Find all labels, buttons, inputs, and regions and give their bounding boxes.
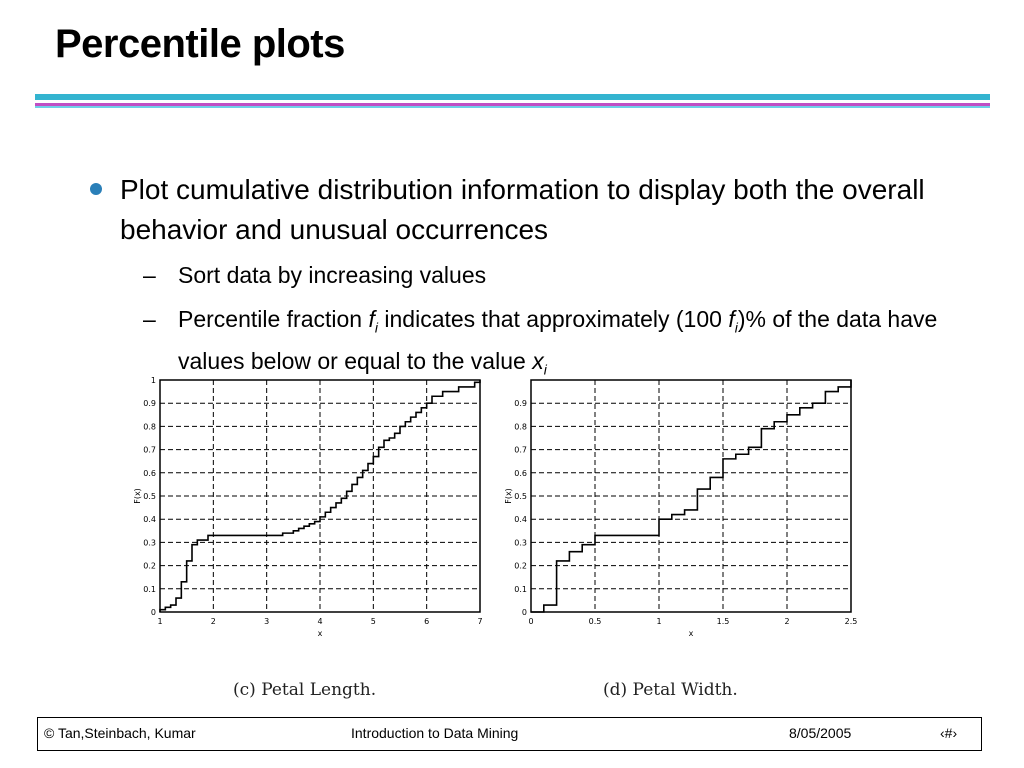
- footer-course-title: Introduction to Data Mining: [351, 725, 519, 741]
- slide-footer: © Tan,Steinbach, Kumar Introduction to D…: [37, 717, 982, 751]
- sub-bullet-percentile: Percentile fraction fi indicates that ap…: [178, 306, 938, 378]
- x-tick-label: 1: [157, 617, 162, 626]
- y-tick-label: 0.7: [514, 446, 527, 455]
- y-tick-label: 0: [522, 608, 527, 617]
- x-tick-label: 4: [317, 617, 322, 626]
- footer-copyright: © Tan,Steinbach, Kumar: [44, 725, 196, 741]
- x-axis-label: x: [689, 629, 694, 638]
- y-tick-label: 0.5: [143, 492, 156, 501]
- cdf-step-line: [159, 380, 481, 612]
- footer-date: 8/05/2005: [789, 725, 852, 741]
- y-tick-label: 0.8: [514, 422, 527, 431]
- title-rule-light: [35, 106, 990, 108]
- y-tick-label: 1: [151, 376, 156, 385]
- x-tick-label: 3: [264, 617, 269, 626]
- x-tick-label: 0: [528, 617, 533, 626]
- title-rule-gap: [35, 100, 990, 103]
- y-tick-label: 0.6: [514, 469, 527, 478]
- sub-bullet-dash: –: [143, 262, 156, 288]
- petal-width-cdf-chart: 0 0.5 1 1.5 2 2.5 0 0.1 0.2 0.3 0.4 0.5 0.6 0.7 0.8 0.9…: [505, 379, 858, 638]
- slide-title: Percentile plots: [55, 22, 345, 66]
- y-tick-label: 0.4: [514, 515, 527, 524]
- caption-petal-width: (d) Petal Width.: [603, 680, 738, 700]
- x-tick-label: 7: [477, 617, 482, 626]
- x-tick-label: 1.5: [717, 617, 730, 626]
- x-tick-label: 2.5: [845, 617, 858, 626]
- y-tick-label: 0.8: [143, 422, 156, 431]
- caption-petal-length: (c) Petal Length.: [233, 680, 377, 700]
- x-tick-label: 6: [424, 617, 429, 626]
- y-tick-label: 0.3: [514, 538, 527, 547]
- y-tick-label: 0.5: [514, 492, 527, 501]
- y-tick-label: 0.4: [143, 515, 156, 524]
- x-tick-label: 2: [784, 617, 789, 626]
- bullet-dot-icon: [90, 183, 102, 195]
- plot-frame: [530, 379, 852, 613]
- sub-bullet-dash: –: [143, 306, 156, 332]
- y-tick-label: 0.1: [514, 585, 527, 594]
- title-rule-cyan: [35, 94, 990, 100]
- x-tick-label: 5: [371, 617, 376, 626]
- x-tick-label: 1: [656, 617, 661, 626]
- main-bullet-text: Plot cumulative distribution information…: [120, 174, 925, 245]
- y-tick-label: 0.1: [143, 585, 156, 594]
- y-tick-label: 0.9: [514, 399, 527, 408]
- petal-length-cdf-chart: 1 2 3 4 5 6 7 0 0.1 0.2 0.3 0.4 0.5 0.6 0.7 0.8 0.9 1 x F(x…: [133, 376, 483, 638]
- y-tick-label: 0.2: [143, 562, 156, 571]
- y-tick-label: 0: [151, 608, 156, 617]
- y-axis-label: F(x): [505, 488, 513, 504]
- cdf-step-line: [531, 380, 852, 613]
- x-axis-label: x: [318, 629, 323, 638]
- title-rule-magenta: [35, 103, 990, 106]
- x-tick-label: 2: [211, 617, 216, 626]
- sub-bullet-sort: Sort data by increasing values: [178, 262, 487, 288]
- y-tick-label: 0.9: [143, 399, 156, 408]
- plot-frame: [159, 379, 481, 613]
- y-tick-label: 0.6: [143, 469, 156, 478]
- x-tick-label: 0.5: [589, 617, 602, 626]
- y-tick-label: 0.3: [143, 538, 156, 547]
- footer-page-number: ‹#›: [940, 725, 958, 741]
- y-tick-label: 0.2: [514, 562, 527, 571]
- y-tick-label: 0.7: [143, 446, 156, 455]
- y-axis-label: F(x): [133, 488, 142, 504]
